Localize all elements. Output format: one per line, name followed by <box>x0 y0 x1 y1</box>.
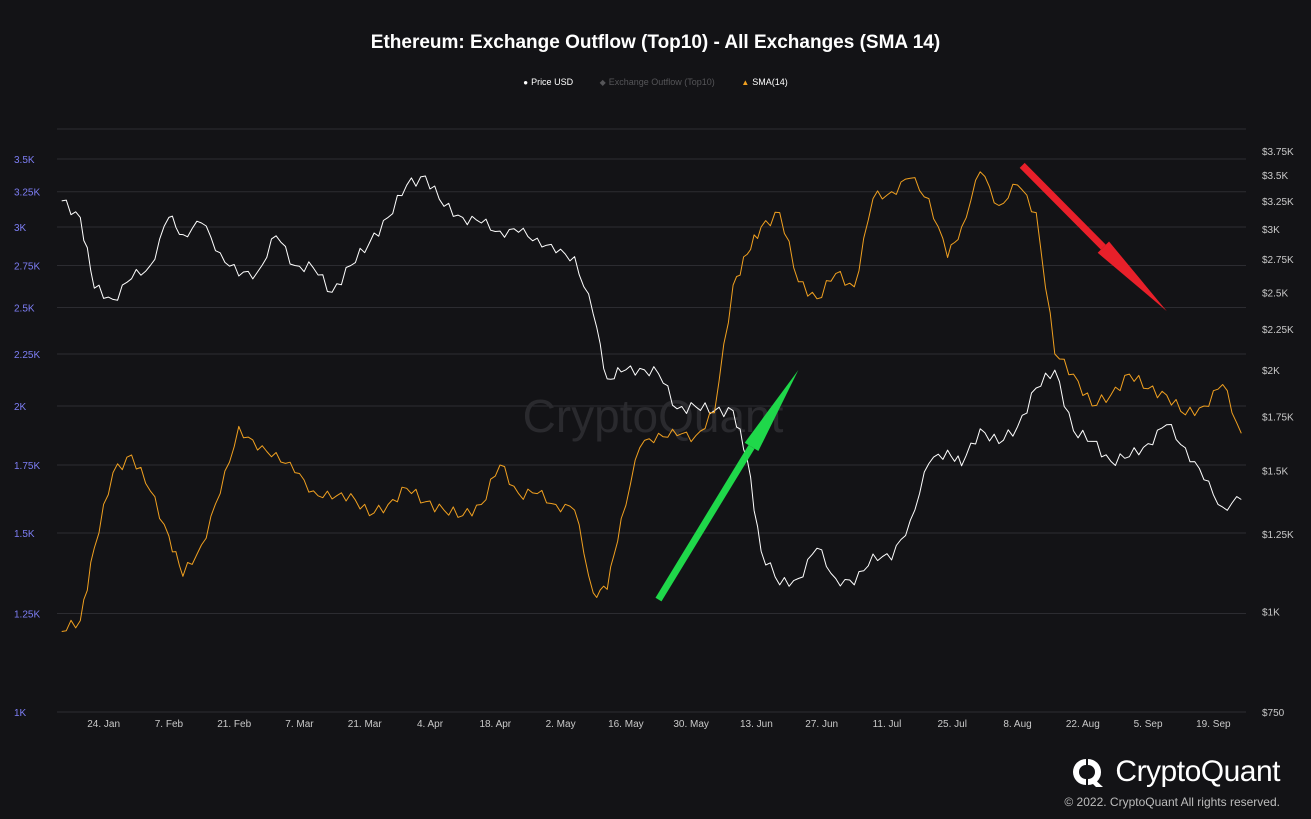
legend-item-price[interactable]: ● Price USD <box>523 77 573 87</box>
y-right-tick-label: $3.25K <box>1262 197 1294 208</box>
y-left-tick-label: 1.75K <box>14 461 40 472</box>
brand-logo: CryptoQuant <box>1071 755 1280 789</box>
x-tick-label: 19. Sep <box>1196 719 1231 730</box>
annotations <box>655 162 1167 602</box>
legend-item-outflow[interactable]: ◆ Exchange Outflow (Top10) <box>600 77 715 87</box>
y-left-tick-label: 1.5K <box>14 529 35 540</box>
y-right-tick-label: $2.5K <box>1262 288 1288 299</box>
x-tick-label: 22. Aug <box>1066 719 1100 730</box>
y-left-tick-label: 3.5K <box>14 155 35 166</box>
x-tick-label: 2. May <box>546 719 576 730</box>
y-left-tick-label: 1K <box>14 708 27 719</box>
brand-name: CryptoQuant <box>1115 755 1280 788</box>
x-axis: 24. Jan 7. Feb 21. Feb 7. Mar 21. Mar 4. Apr 1… <box>87 719 1231 730</box>
x-tick-label: 11. Jul <box>873 719 902 730</box>
legend-sma-label: SMA(14) <box>752 77 788 87</box>
legend-outflow-symbol: ◆ <box>599 78 606 87</box>
y-right-tick-label: $2K <box>1262 366 1280 377</box>
y-right-tick-label: $2.25K <box>1262 325 1294 336</box>
x-tick-label: 5. Sep <box>1134 719 1163 730</box>
x-tick-label: 18. Apr <box>479 719 511 730</box>
x-tick-label: 16. May <box>608 719 644 730</box>
x-tick-label: 25. Jul <box>938 719 967 730</box>
x-tick-label: 21. Feb <box>217 719 251 730</box>
x-tick-label: 13. Jun <box>740 719 773 730</box>
y-left-tick-label: 3K <box>14 223 27 234</box>
legend: ● Price USD ◆ Exchange Outflow (Top10) ▲ SM… <box>0 77 1311 87</box>
y-right-tick-label: $1.25K <box>1262 530 1294 541</box>
series-line-price-usd <box>61 175 1242 587</box>
legend-sma-symbol: ▲ <box>741 78 750 87</box>
green-up-arrow-shaft <box>655 445 755 602</box>
x-tick-label: 24. Jan <box>87 719 120 730</box>
green-up-arrow-head <box>744 370 799 452</box>
x-tick-label: 7. Mar <box>285 719 314 730</box>
copyright-text: © 2022. CryptoQuant All rights reserved. <box>1064 795 1280 809</box>
y-right-tick-label: $3K <box>1262 225 1280 236</box>
series-group <box>61 171 1242 632</box>
chart-title: Ethereum: Exchange Outflow (Top10) - All… <box>370 32 941 53</box>
red-down-arrow-shaft <box>1019 162 1106 250</box>
y-left-tick-label: 1.25K <box>14 609 40 620</box>
y-left-tick-label: 2.25K <box>14 350 40 361</box>
y-right-tick-label: $3.75K <box>1262 147 1294 158</box>
y-left-tick-label: 3.25K <box>14 188 40 199</box>
x-tick-label: 30. May <box>673 719 709 730</box>
series-line-sma-14 <box>61 171 1242 632</box>
red-down-arrow <box>1019 162 1167 312</box>
legend-price-label: Price USD <box>531 77 574 87</box>
y-left-tick-label: 2.5K <box>14 304 35 315</box>
y-left-tick-label: 2.75K <box>14 261 40 272</box>
y-axis-left: 1K 1.25K 1.5K 1.75K 2K 2.25K 2.5K 2.75K 3K 3.25K 3… <box>14 155 40 719</box>
y-right-tick-label: $1.75K <box>1262 413 1294 424</box>
y-left-tick-label: 2K <box>14 402 27 413</box>
legend-price-symbol: ● <box>523 78 529 87</box>
y-right-tick-label: $2.75K <box>1262 255 1294 266</box>
watermark: CryptoQuant <box>523 390 784 442</box>
green-up-arrow <box>655 370 799 602</box>
y-axis-right: $750 $1K $1.25K $1.5K $1.75K $2K $2.25K $2.5K $2… <box>1262 147 1294 719</box>
x-tick-label: 7. Feb <box>155 719 184 730</box>
legend-outflow-label: Exchange Outflow (Top10) <box>608 77 715 87</box>
y-right-tick-label: $750 <box>1262 708 1285 719</box>
y-right-tick-label: $1K <box>1262 608 1280 619</box>
x-tick-label: 4. Apr <box>417 719 444 730</box>
legend-item-sma[interactable]: ▲ SMA(14) <box>741 77 787 87</box>
y-right-tick-label: $1.5K <box>1262 466 1288 477</box>
x-tick-label: 8. Aug <box>1003 719 1031 730</box>
x-tick-label: 21. Mar <box>348 719 383 730</box>
red-down-arrow-head <box>1097 241 1167 312</box>
x-tick-label: 27. Jun <box>805 719 838 730</box>
cryptoquant-logo-icon <box>1073 759 1104 787</box>
y-right-tick-label: $3.5K <box>1262 171 1288 182</box>
